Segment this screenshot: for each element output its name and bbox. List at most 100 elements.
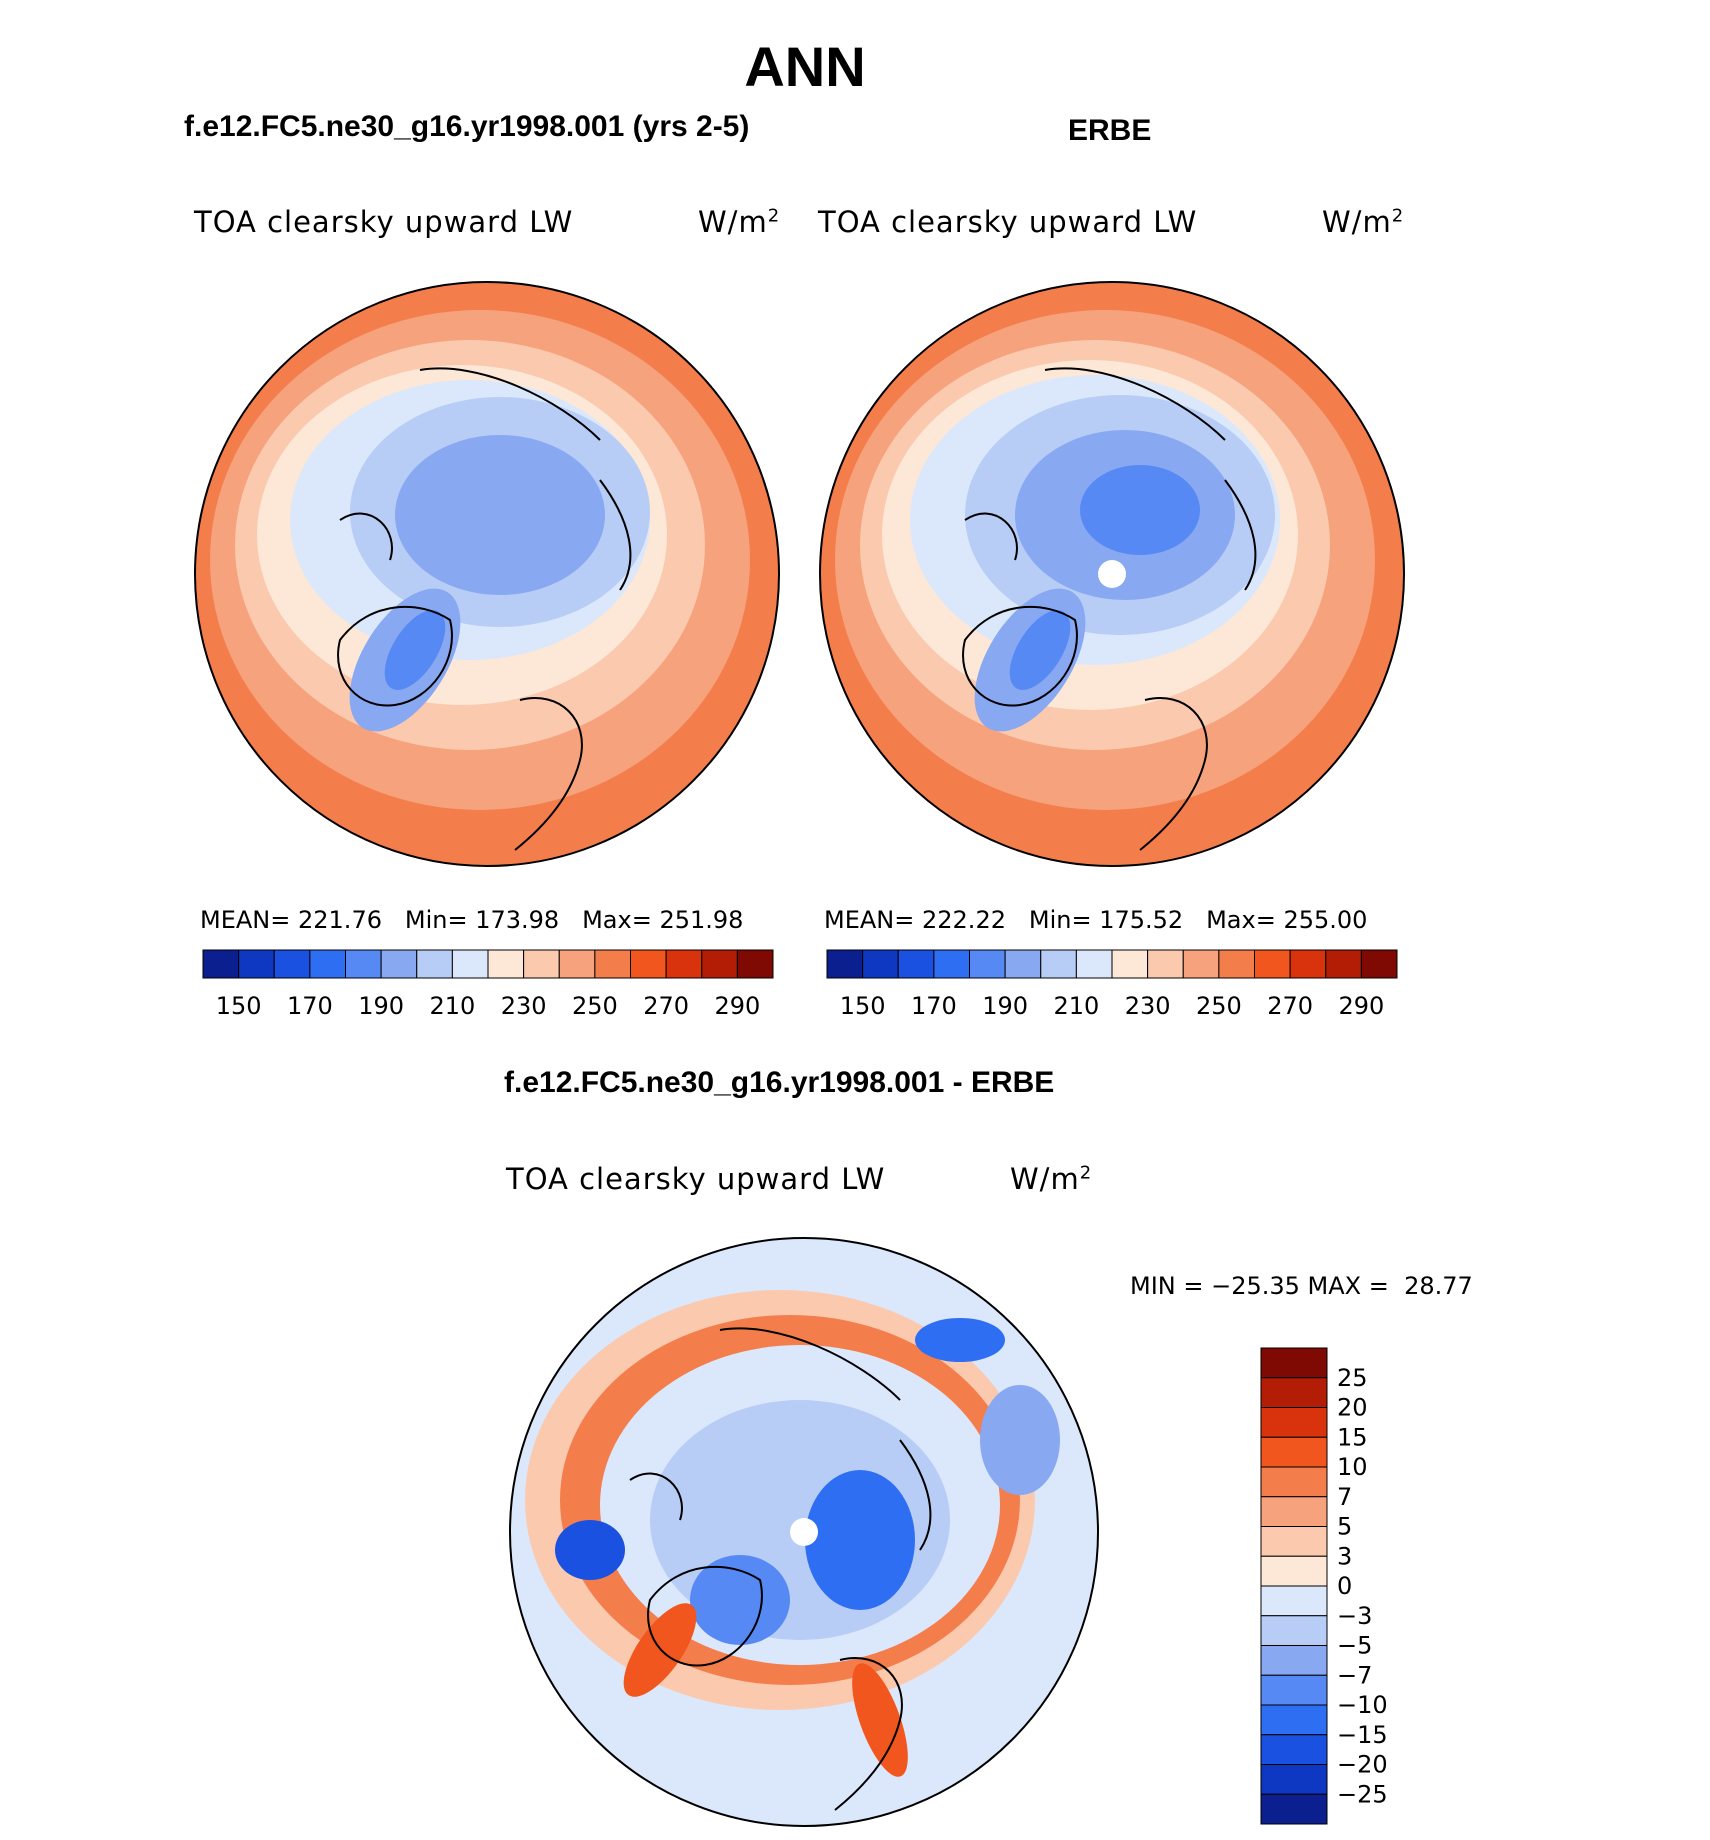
season-title: ANN xyxy=(744,35,866,98)
model-colorbar-box xyxy=(309,949,346,979)
diff-colorbar-tick-label: −25 xyxy=(1337,1780,1388,1808)
obs-case-title: ERBE xyxy=(1068,114,1152,147)
diff-colorbar-box xyxy=(1260,1734,1328,1765)
model-colorbar-box xyxy=(594,949,631,979)
obs-colorbar-box xyxy=(1111,949,1149,979)
diff-colorbar-box xyxy=(1260,1704,1328,1736)
obs-colorbar-box xyxy=(933,949,970,979)
obs-colorbar: 150 170 190 210 230 250 270 290 xyxy=(826,949,1398,1020)
obs-colorbar-box xyxy=(1147,949,1184,979)
diff-colorbar-tick-label: 25 xyxy=(1337,1364,1368,1392)
diff-map xyxy=(510,1238,1098,1826)
diff-colorbar-tick-label: −10 xyxy=(1337,1691,1388,1719)
diff-colorbar-tick-label: −5 xyxy=(1337,1632,1372,1660)
obs-colorbar-box xyxy=(897,949,935,979)
diff-colorbar-tick-label: −7 xyxy=(1337,1661,1372,1689)
obs-colorbar-tick-label: 230 xyxy=(1125,992,1171,1020)
diff-colorbar-tick-label: 7 xyxy=(1337,1483,1352,1511)
model-colorbar-tick-label: 290 xyxy=(714,992,760,1020)
model-colorbar-tick-label: 150 xyxy=(216,992,262,1020)
model-colorbar-box xyxy=(523,949,560,979)
diff-colorbar-box xyxy=(1260,1436,1328,1468)
obs-colorbar-box xyxy=(1360,949,1398,979)
diff-variable-label: TOA clearsky upward LW xyxy=(506,1162,886,1196)
obs-colorbar-box xyxy=(1040,949,1077,979)
obs-colorbar-tick-label: 150 xyxy=(840,992,886,1020)
diff-colorbar-box xyxy=(1260,1645,1328,1676)
model-variable-label: TOA clearsky upward LW xyxy=(194,205,574,239)
diff-colorbar-tick-label: 5 xyxy=(1337,1513,1352,1541)
model-colorbar-box xyxy=(630,949,667,979)
diff-colorbar-box xyxy=(1260,1407,1328,1438)
model-colorbar-box xyxy=(558,949,596,979)
model-colorbar-tick-label: 250 xyxy=(572,992,618,1020)
obs-stats: MEAN= 222.22 Min= 175.52 Max= 255.00 xyxy=(824,906,1368,934)
model-colorbar-box xyxy=(380,949,418,979)
obs-units-label: W/m2 xyxy=(1322,205,1405,239)
diff-colorbar-tick-label: −3 xyxy=(1337,1602,1372,1630)
model-map xyxy=(195,282,779,866)
diff-colorbar-tick-label: 20 xyxy=(1337,1394,1368,1422)
diff-map-border xyxy=(509,1237,1099,1827)
obs-colorbar-box xyxy=(1004,949,1042,979)
model-map-border xyxy=(194,281,780,867)
diff-colorbar-box xyxy=(1260,1526,1328,1557)
model-colorbar-tick-label: 190 xyxy=(358,992,404,1020)
obs-variable-label: TOA clearsky upward LW xyxy=(818,205,1198,239)
model-case-title: f.e12.FC5.ne30_g16.yr1998.001 (yrs 2-5) xyxy=(184,110,750,143)
model-colorbar-box xyxy=(736,949,774,979)
obs-colorbar-tick-label: 250 xyxy=(1196,992,1242,1020)
obs-colorbar-tick-label: 170 xyxy=(911,992,957,1020)
diff-colorbar-box xyxy=(1260,1615,1328,1646)
diff-colorbar-tick-label: 3 xyxy=(1337,1542,1352,1570)
obs-colorbar-tick-label: 190 xyxy=(982,992,1028,1020)
obs-colorbar-tick-label: 210 xyxy=(1053,992,1099,1020)
obs-colorbar-box xyxy=(1289,949,1327,979)
diff-minmax: MIN = −25.35 MAX = 28.77 xyxy=(1130,1272,1473,1300)
obs-map xyxy=(820,282,1404,866)
model-colorbar: 150 170 190 210 230 250 270 290 xyxy=(202,949,774,1020)
diff-colorbar-tick-label: −15 xyxy=(1337,1721,1388,1749)
model-colorbar-box xyxy=(665,949,703,979)
obs-colorbar-tick-label: 290 xyxy=(1338,992,1384,1020)
diff-colorbar-box xyxy=(1260,1555,1328,1587)
diff-colorbar-box xyxy=(1260,1466,1328,1498)
obs-colorbar-box xyxy=(1075,949,1113,979)
diff-colorbar-box xyxy=(1260,1347,1328,1379)
model-colorbar-tick-label: 210 xyxy=(429,992,475,1020)
diff-coastlines xyxy=(629,1327,932,1811)
diff-units-label: W/m2 xyxy=(1010,1162,1093,1196)
obs-colorbar-box xyxy=(969,949,1006,979)
obs-colorbar-tick-label: 270 xyxy=(1267,992,1313,1020)
obs-colorbar-box xyxy=(1254,949,1291,979)
diff-colorbar-box xyxy=(1260,1585,1328,1617)
model-colorbar-box xyxy=(273,949,311,979)
model-colorbar-tick-label: 230 xyxy=(501,992,547,1020)
obs-coastlines xyxy=(962,367,1257,851)
model-colorbar-tick-label: 270 xyxy=(643,992,689,1020)
diff-colorbar-tick-label: 0 xyxy=(1337,1572,1352,1600)
model-colorbar-box xyxy=(202,949,240,979)
model-colorbar-box xyxy=(701,949,738,979)
model-colorbar-box xyxy=(238,949,275,979)
diff-colorbar-box xyxy=(1260,1793,1328,1825)
diff-colorbar-box xyxy=(1260,1674,1328,1706)
model-colorbar-box xyxy=(345,949,382,979)
diff-colorbar-box xyxy=(1260,1377,1328,1408)
diff-colorbar-tick-label: 15 xyxy=(1337,1423,1368,1451)
model-colorbar-box xyxy=(416,949,453,979)
diff-case-title: f.e12.FC5.ne30_g16.yr1998.001 - ERBE xyxy=(504,1066,1055,1099)
model-colorbar-tick-label: 170 xyxy=(287,992,333,1020)
obs-colorbar-box xyxy=(862,949,899,979)
model-colorbar-box xyxy=(451,949,489,979)
obs-colorbar-box xyxy=(1182,949,1220,979)
obs-colorbar-box xyxy=(826,949,864,979)
model-coastlines xyxy=(337,367,632,851)
obs-map-border xyxy=(819,281,1405,867)
obs-colorbar-box xyxy=(1218,949,1255,979)
diff-colorbar-box xyxy=(1260,1496,1328,1527)
diff-colorbar-tick-label: −20 xyxy=(1337,1751,1388,1779)
model-units-label: W/m2 xyxy=(698,205,781,239)
